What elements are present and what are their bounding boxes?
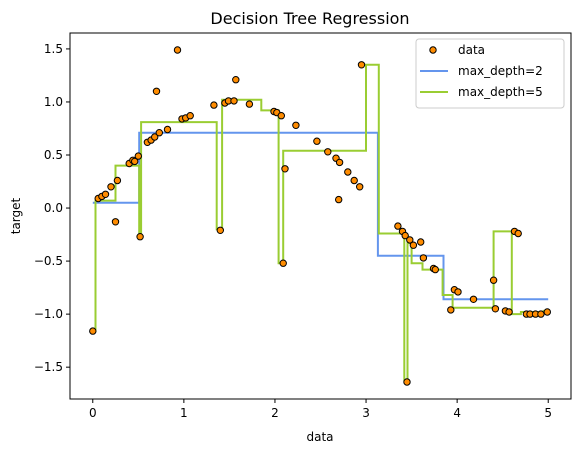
data-point (232, 76, 240, 84)
data-point (401, 231, 409, 240)
y-tick-label: 0.5 (44, 148, 63, 162)
y-tick-label: 1.5 (44, 42, 63, 56)
data-point (394, 222, 402, 230)
data-point (417, 238, 425, 246)
data-point (335, 158, 344, 167)
data-point (409, 241, 418, 249)
x-tick-label: 3 (362, 406, 370, 420)
data-point (350, 176, 358, 185)
legend-marker-data (429, 46, 437, 54)
x-tick-label: 5 (544, 406, 552, 420)
x-axis: 0 1 2 3 4 5 (89, 399, 552, 420)
data-point (313, 137, 321, 145)
data-point (281, 165, 289, 173)
data-point (136, 233, 144, 241)
y-tick-label: −1.5 (34, 360, 63, 374)
legend-label: data (458, 43, 485, 57)
data-point (431, 265, 439, 274)
plot-area (89, 46, 551, 386)
data-point (155, 129, 164, 137)
data-point (230, 97, 238, 105)
legend-label: max_depth=2 (458, 64, 543, 78)
data-point (111, 218, 120, 226)
series-line-max-depth-5 (92, 63, 549, 381)
data-point (216, 226, 225, 235)
data-point (335, 195, 343, 204)
data-point (537, 310, 545, 318)
y-tick-label: 1.0 (44, 95, 63, 109)
data-point (134, 152, 143, 160)
data-point (356, 183, 364, 191)
data-point (89, 327, 97, 335)
data-point (292, 121, 300, 130)
data-point (173, 46, 182, 54)
data-point (469, 295, 478, 303)
data-point (131, 157, 139, 166)
x-axis-label: data (306, 430, 333, 444)
data-point (505, 308, 513, 316)
y-axis-label: target (9, 197, 23, 234)
data-point (543, 308, 551, 316)
legend-label: max_depth=5 (458, 85, 543, 99)
data-point (101, 190, 110, 199)
data-point (489, 276, 498, 284)
data-point (279, 259, 287, 267)
data-point (186, 112, 194, 120)
axes-frame (69, 32, 572, 400)
y-tick-label: −1.0 (34, 307, 63, 321)
data-point (107, 183, 115, 191)
legend: data max_depth=2 max_depth=5 (415, 38, 565, 109)
data-point (277, 112, 285, 120)
chart-title: Decision Tree Regression (210, 9, 409, 28)
x-tick-label: 0 (89, 406, 97, 420)
x-tick-label: 1 (180, 406, 188, 420)
data-point (113, 176, 122, 185)
x-tick-label: 4 (453, 406, 461, 420)
data-point (151, 133, 159, 141)
legend-box (415, 38, 565, 109)
data-point (447, 306, 455, 314)
data-point (357, 61, 366, 69)
y-tick-label: −0.5 (34, 254, 63, 268)
data-point (454, 288, 462, 296)
data-point (406, 236, 414, 244)
data-point (245, 100, 254, 108)
data-point (419, 254, 428, 262)
data-point (163, 125, 172, 134)
data-point (344, 168, 352, 176)
data-point (210, 101, 218, 109)
data-point (514, 229, 522, 238)
data-point (324, 148, 332, 156)
y-tick-label: 0.0 (44, 201, 63, 215)
y-axis: 1.5 1.0 0.5 0.0 −0.5 −1.0 −1.5 (34, 42, 70, 374)
x-tick-label: 2 (271, 406, 279, 420)
data-point (403, 378, 411, 386)
data-point (152, 87, 161, 96)
data-point (491, 305, 500, 313)
